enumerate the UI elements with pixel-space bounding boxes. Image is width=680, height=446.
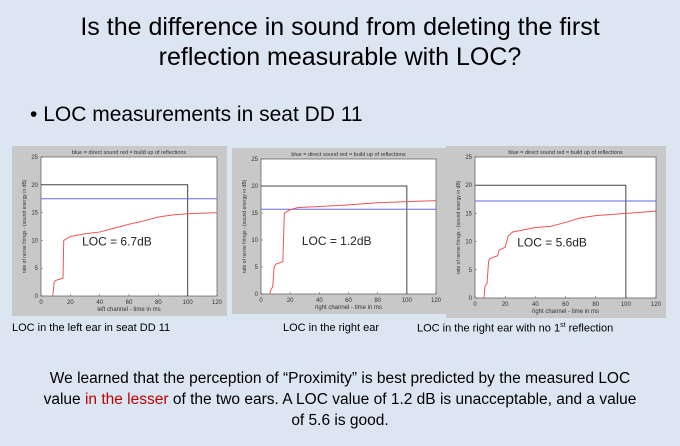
chart-left-ear: blue = direct sound red = build up of re… bbox=[12, 146, 227, 316]
x-tick-label: 120 bbox=[651, 302, 662, 308]
x-axis-label: left channel - time in ms bbox=[97, 307, 160, 313]
y-tick-label: 10 bbox=[465, 240, 472, 246]
y-tick-label: 15 bbox=[251, 211, 258, 217]
caption-right-ear: LOC in the right ear bbox=[283, 322, 379, 334]
chart-title: blue = direct sound red = build up of re… bbox=[291, 152, 406, 158]
x-tick-label: 120 bbox=[431, 298, 442, 304]
y-tick-label: 15 bbox=[31, 211, 38, 217]
y-tick-label: 10 bbox=[31, 238, 38, 244]
conclusion-text: We learned that the perception of “Proxi… bbox=[43, 370, 637, 429]
y-tick-label: 20 bbox=[465, 183, 472, 189]
chart-right-ear-no-first-reflection: blue = direct sound red = build up of re… bbox=[446, 146, 666, 318]
highlight-text: in the lesser bbox=[84, 391, 169, 408]
y-axis-label: rate of nerve firings - (sound energy in… bbox=[242, 179, 248, 273]
reflections-line bbox=[269, 200, 437, 295]
x-tick-label: 100 bbox=[183, 300, 194, 306]
x-tick-label: 0 bbox=[39, 300, 43, 306]
integration-window-line bbox=[41, 184, 189, 296]
x-tick-label: 120 bbox=[212, 300, 223, 306]
bullet-text: LOC measurements in seat DD 11 bbox=[43, 103, 363, 126]
x-tick-label: 0 bbox=[473, 302, 477, 308]
x-tick-label: 100 bbox=[621, 302, 632, 308]
y-tick-label: 25 bbox=[251, 157, 258, 163]
reflections-line bbox=[483, 210, 657, 299]
x-tick-label: 60 bbox=[345, 298, 352, 304]
plot-area bbox=[474, 156, 657, 299]
x-tick-label: 40 bbox=[316, 298, 323, 304]
x-tick-label: 80 bbox=[592, 302, 599, 308]
integration-window-line bbox=[475, 184, 627, 298]
y-tick-label: 0 bbox=[469, 296, 473, 302]
y-tick-label: 0 bbox=[35, 294, 39, 300]
loc-annotation: LOC = 6.7dB bbox=[82, 234, 152, 248]
x-tick-label: 60 bbox=[562, 302, 569, 308]
chart-right-ear: blue = direct sound red = build up of re… bbox=[232, 148, 446, 314]
x-tick-label: 80 bbox=[374, 298, 381, 304]
slide-title: Is the difference in sound from deleting… bbox=[0, 12, 680, 72]
caption-right-ear-no-reflection: LOC in the right ear with no 1st reflect… bbox=[417, 322, 614, 335]
chart-title: blue = direct sound red = build up of re… bbox=[508, 150, 623, 156]
x-tick-label: 0 bbox=[259, 298, 263, 304]
plot-area bbox=[260, 158, 437, 295]
y-tick-label: 5 bbox=[255, 265, 259, 271]
x-tick-label: 100 bbox=[402, 298, 413, 304]
x-tick-label: 60 bbox=[126, 300, 133, 306]
chart-title: blue = direct sound red = build up of re… bbox=[72, 150, 187, 156]
y-tick-label: 15 bbox=[465, 211, 472, 217]
x-axis-label: right channel - time in ms bbox=[315, 305, 382, 311]
x-tick-label: 80 bbox=[155, 300, 162, 306]
bullet-point: • LOC measurements in seat DD 11 bbox=[30, 103, 363, 126]
y-tick-label: 25 bbox=[31, 155, 38, 161]
y-tick-label: 5 bbox=[35, 266, 39, 272]
y-tick-label: 20 bbox=[251, 184, 258, 190]
reflections-line bbox=[52, 212, 218, 297]
caption-left-ear: LOC in the left ear in seat DD 11 bbox=[12, 322, 171, 334]
title-line-2: reflection measurable with LOC? bbox=[158, 43, 522, 71]
y-tick-label: 5 bbox=[469, 268, 473, 274]
integration-window-line bbox=[261, 185, 408, 294]
x-tick-label: 40 bbox=[532, 302, 539, 308]
loc-annotation: LOC = 5.6dB bbox=[517, 236, 587, 250]
x-tick-label: 20 bbox=[67, 300, 74, 306]
x-tick-label: 20 bbox=[287, 298, 294, 304]
y-tick-label: 20 bbox=[31, 183, 38, 189]
y-tick-label: 25 bbox=[465, 155, 472, 161]
title-line-1: Is the difference in sound from deleting… bbox=[80, 13, 600, 41]
y-tick-label: 0 bbox=[255, 292, 259, 298]
x-tick-label: 40 bbox=[96, 300, 103, 306]
y-axis-label: rate of nerve firings - (sound energy in… bbox=[22, 179, 28, 273]
plot-area bbox=[40, 156, 218, 297]
x-axis-label: right channel - time in ms bbox=[532, 309, 599, 315]
loc-annotation: LOC = 1.2dB bbox=[302, 234, 372, 248]
y-tick-label: 10 bbox=[251, 238, 258, 244]
y-axis-label: rate of nerve firings - (sound energy in… bbox=[456, 180, 462, 274]
x-tick-label: 20 bbox=[502, 302, 509, 308]
